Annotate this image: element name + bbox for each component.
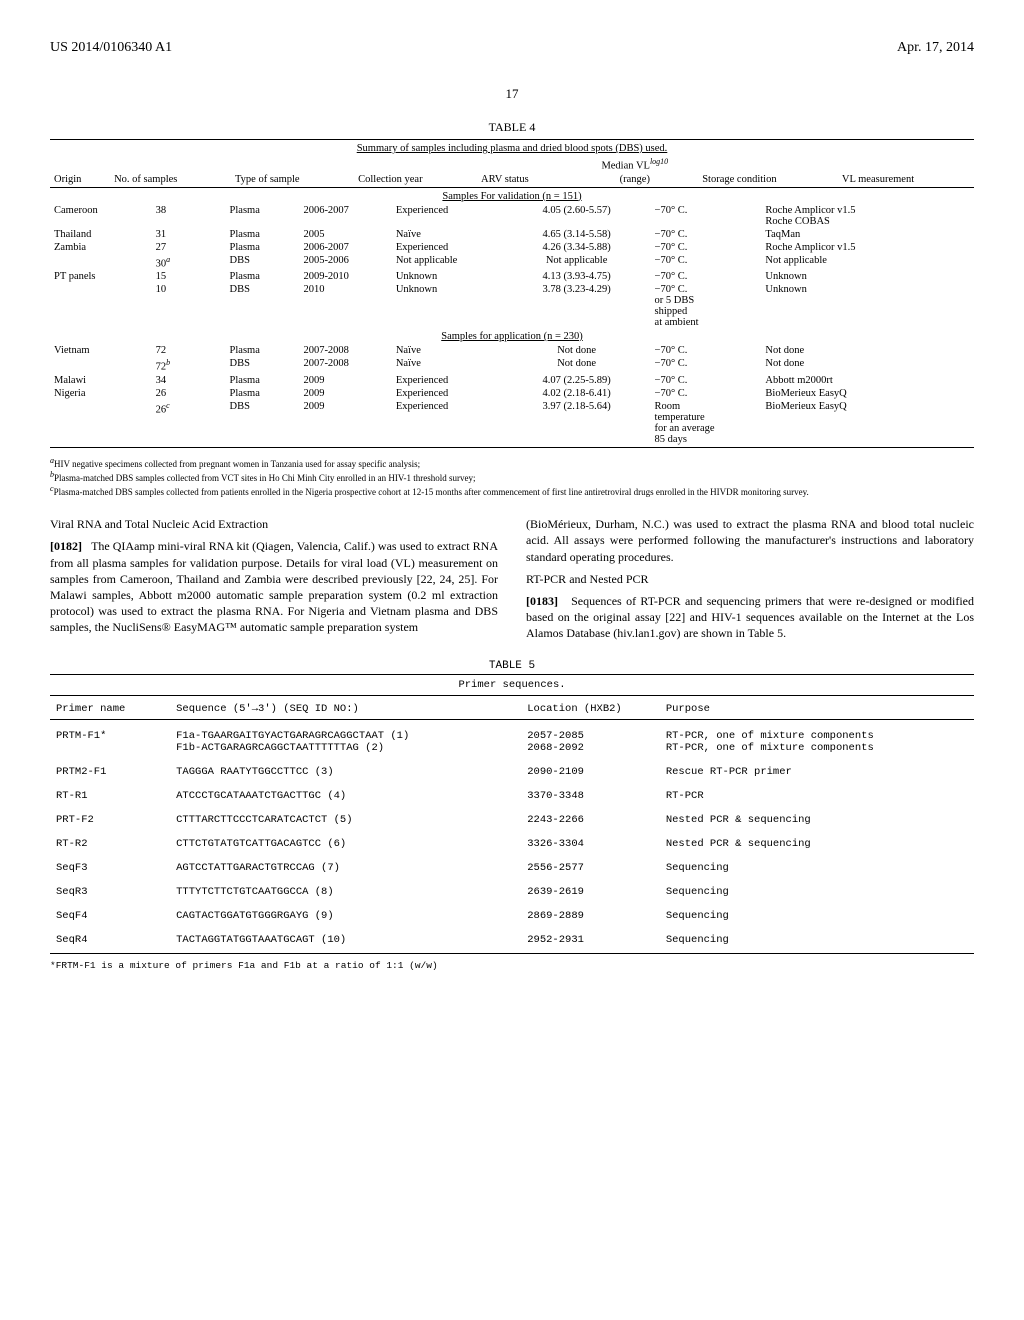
right-top-para: (BioMérieux, Durham, N.C.) was used to e… (526, 516, 974, 565)
table-row: 10DBS2010Unknown3.78 (3.23-4.29)−70° C.o… (50, 283, 974, 329)
col-median-top: Median VLlog10 (571, 156, 698, 173)
table5-label: TABLE 5 (50, 660, 974, 672)
col-type: Type of sample (231, 156, 354, 186)
table4-section2: Samples for application (n = 230) (441, 331, 583, 342)
left-column: Viral RNA and Total Nucleic Acid Extract… (50, 516, 498, 647)
table-row: PT panels15Plasma2009-2010Unknown4.13 (3… (50, 270, 974, 283)
page-number: 17 (50, 86, 974, 102)
col-median-range: (range) (571, 173, 698, 186)
table-row: SeqR4TACTAGGTATGGTAAATGCAGT (10)2952-293… (50, 928, 974, 952)
table4-title: Summary of samples including plasma and … (357, 143, 668, 154)
col-arv: ARV status (477, 156, 571, 186)
t5-col-loc: Location (HXB2) (521, 700, 660, 718)
table-row: Thailand31Plasma2005Naïve4.65 (3.14-5.58… (50, 228, 974, 241)
table-row: SeqF4CAGTACTGGATGTGGGRGAYG (9)2869-2889S… (50, 904, 974, 928)
table-row: Vietnam72Plasma2007-2008NaïveNot done−70… (50, 344, 974, 357)
table-row: Malawi34Plasma2009Experienced4.07 (2.25-… (50, 374, 974, 387)
t5-col-seq: Sequence (5'→3') (SEQ ID NO:) (170, 700, 521, 718)
table-row: RT-R2CTTCTGTATGTCATTGACAGTCC (6)3326-330… (50, 832, 974, 856)
col-n: No. of samples (110, 156, 231, 186)
table-row: 72bDBS2007-2008NaïveNot done−70° C.Not d… (50, 357, 974, 374)
table4-footnotes: aHIV negative specimens collected from p… (50, 456, 974, 499)
section-heading-rtpcr: RT-PCR and Nested PCR (526, 571, 974, 587)
table-row: SeqF3AGTCCTATTGARACTGTRCCAG (7)2556-2577… (50, 856, 974, 880)
table-row: Zambia27Plasma2006-2007Experienced4.26 (… (50, 241, 974, 254)
table4-body2: Vietnam72Plasma2007-2008NaïveNot done−70… (50, 344, 974, 446)
table-row: PRT-F2CTTTARCTTCCCTCARATCACTCT (5)2243-2… (50, 808, 974, 832)
para-0182: [0182] The QIAamp mini-viral RNA kit (Qi… (50, 538, 498, 635)
table5-body: PRTM-F1*F1a-TGAARGAITGYACTGARAGRCAGGCTAA… (50, 724, 974, 952)
col-storage: Storage condition (698, 156, 838, 186)
table-row: PRTM-F1*F1a-TGAARGAITGYACTGARAGRCAGGCTAA… (50, 724, 974, 760)
table4-label: TABLE 4 (50, 120, 974, 135)
col-year: Collection year (354, 156, 477, 186)
col-vl: VL measurement (838, 156, 974, 186)
table5-footnote: *FRTM-F1 is a mixture of primers F1a and… (50, 960, 974, 971)
table4-body1: Cameroon38Plasma2006-2007Experienced4.05… (50, 204, 974, 330)
para-0183: [0183] Sequences of RT-PCR and sequencin… (526, 593, 974, 642)
table4-section1: Samples For validation (n = 151) (442, 191, 581, 202)
table5-title: Primer sequences. (50, 676, 974, 694)
patent-number: US 2014/0106340 A1 (50, 40, 172, 56)
table-row: SeqR3TTTYTCTTCTGTCAATGGCCA (8)2639-2619S… (50, 880, 974, 904)
table-row: RT-R1ATCCCTGCATAAATCTGACTTGC (4)3370-334… (50, 784, 974, 808)
table-row: PRTM2-F1TAGGGA RAATYTGGCCTTCC (3)2090-21… (50, 760, 974, 784)
section-heading-viral: Viral RNA and Total Nucleic Acid Extract… (50, 516, 498, 532)
table4: Origin No. of samples Type of sample Col… (50, 156, 974, 186)
right-column: (BioMérieux, Durham, N.C.) was used to e… (526, 516, 974, 647)
table-row: 30aDBS2005-2006Not applicableNot applica… (50, 254, 974, 271)
patent-header: US 2014/0106340 A1 Apr. 17, 2014 (50, 40, 974, 56)
t5-col-purpose: Purpose (660, 700, 974, 718)
table-row: Nigeria26Plasma2009Experienced4.02 (2.18… (50, 387, 974, 400)
table-row: Cameroon38Plasma2006-2007Experienced4.05… (50, 204, 974, 228)
body-text: Viral RNA and Total Nucleic Acid Extract… (50, 516, 974, 647)
col-origin: Origin (50, 156, 110, 186)
table-row: 26cDBS2009Experienced3.97 (2.18-5.64)Roo… (50, 400, 974, 446)
t5-col-name: Primer name (50, 700, 170, 718)
table5: Primer name Sequence (5'→3') (SEQ ID NO:… (50, 700, 974, 718)
patent-date: Apr. 17, 2014 (897, 40, 974, 56)
